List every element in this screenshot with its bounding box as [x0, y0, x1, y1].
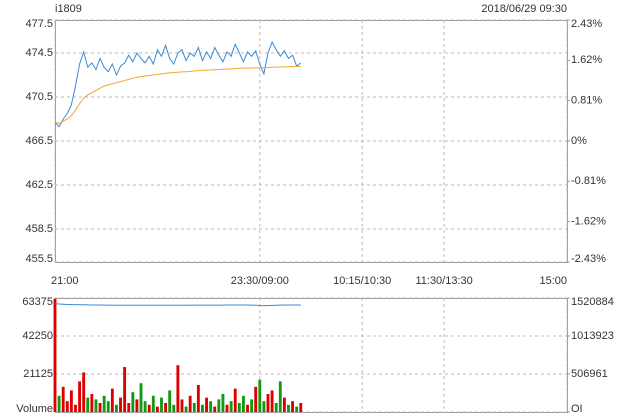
volume-bar [131, 392, 135, 412]
volume-bar [213, 406, 217, 412]
y2-tick-label: -0.81% [571, 175, 606, 187]
volume-bar [225, 404, 229, 412]
y-tick-label: 474.5 [25, 47, 53, 59]
volume-bar [201, 404, 204, 412]
chart-title: i1809 [55, 3, 82, 15]
volume-bar [250, 399, 254, 412]
volume-bar [110, 388, 114, 412]
volume-bar [258, 379, 262, 412]
volume-bar [172, 404, 176, 412]
volume-bar [135, 399, 139, 412]
chart-subtitle: 2018/06/29 09:30 [481, 3, 567, 15]
volume-bar [139, 383, 143, 412]
volume-bar [61, 386, 65, 412]
volume-bar [221, 394, 225, 412]
volume-bar [184, 406, 188, 412]
y2-tick-label: -2.43% [571, 253, 606, 265]
volume-bar [246, 404, 249, 412]
volume-bar [270, 390, 274, 412]
volume-bar [287, 404, 290, 412]
volume-bar [115, 404, 118, 412]
y-tick-label: 455.5 [25, 253, 53, 265]
x-tick-label: 23:30/09:00 [231, 275, 289, 287]
y-tick-label: 462.5 [25, 179, 53, 191]
volume-bar [155, 406, 159, 412]
y2-tick-label: 0.81% [571, 95, 602, 107]
volume-bar [282, 397, 286, 412]
series-line [54, 40, 302, 128]
volume-bar [295, 406, 299, 412]
volume-bar [86, 397, 90, 412]
volume-bar [119, 397, 122, 412]
volume-bar [254, 386, 258, 412]
volume-bar [90, 394, 94, 412]
y-tick-label: 458.5 [25, 223, 53, 235]
volume-bar [299, 403, 303, 412]
y2-tick-label: 2.43% [571, 18, 602, 30]
y-tick-label: 42250 [22, 330, 53, 342]
volume-bar [160, 397, 163, 412]
volume-bar [217, 399, 221, 412]
volume-bar [164, 403, 168, 412]
volume-bar [180, 399, 184, 412]
volume-bar [237, 403, 241, 412]
x-tick-label: 11:30/13:30 [415, 275, 472, 287]
volume-bar [274, 403, 278, 412]
volume-bar [65, 401, 69, 412]
volume-bar [106, 401, 110, 412]
y-tick-label: 63375 [22, 296, 53, 308]
volume-bar [266, 394, 270, 412]
volume-bar [147, 404, 151, 412]
volume-bar [192, 403, 196, 412]
volume-bar [74, 404, 77, 412]
price-frame [55, 20, 568, 263]
y-tick-label: 470.5 [25, 91, 53, 103]
y2-tick-label: 1.62% [571, 54, 602, 66]
volume-bar [57, 395, 61, 412]
volume-bar [209, 401, 213, 412]
volume-bar [188, 395, 192, 412]
volume-bar [78, 381, 82, 412]
y2-tick-label: 1013923 [571, 330, 614, 342]
y-tick-label: Volume [16, 403, 53, 415]
volume-bar [53, 298, 57, 412]
volume-bar [127, 403, 131, 412]
volume-bar [241, 395, 245, 412]
y2-tick-label: -1.62% [571, 216, 606, 228]
y2-tick-label: 0% [571, 135, 587, 147]
volume-bar [262, 401, 266, 412]
series-line [54, 303, 301, 307]
y-tick-label: 21125 [23, 368, 53, 380]
x-tick-label: 15:00 [539, 275, 567, 287]
volume-bar [229, 401, 233, 412]
volume-bar [143, 401, 147, 412]
x-tick-label: 21:00 [51, 275, 79, 287]
volume-bar [233, 388, 237, 412]
volume-bar [69, 390, 73, 412]
volume-bar [291, 401, 295, 412]
volume-bar [98, 403, 102, 412]
y-tick-label: 466.5 [25, 135, 53, 147]
volume-bar [102, 395, 106, 412]
volume-bar [82, 372, 86, 412]
series-line [54, 65, 301, 124]
volume-bar [176, 365, 180, 412]
volume-bar [168, 390, 172, 412]
volume-bar [94, 399, 98, 412]
y2-tick-label: 506961 [571, 368, 608, 380]
volume-bar [151, 395, 155, 412]
volume-bar [123, 367, 127, 412]
y2-tick-label: OI [571, 403, 583, 415]
x-tick-label: 10:15/10:30 [333, 275, 391, 287]
volume-bar [278, 381, 282, 412]
y-tick-label: 477.5 [25, 18, 53, 30]
volume-bar [205, 397, 208, 412]
y2-tick-label: 1520884 [571, 296, 614, 308]
volume-bar [196, 385, 200, 412]
